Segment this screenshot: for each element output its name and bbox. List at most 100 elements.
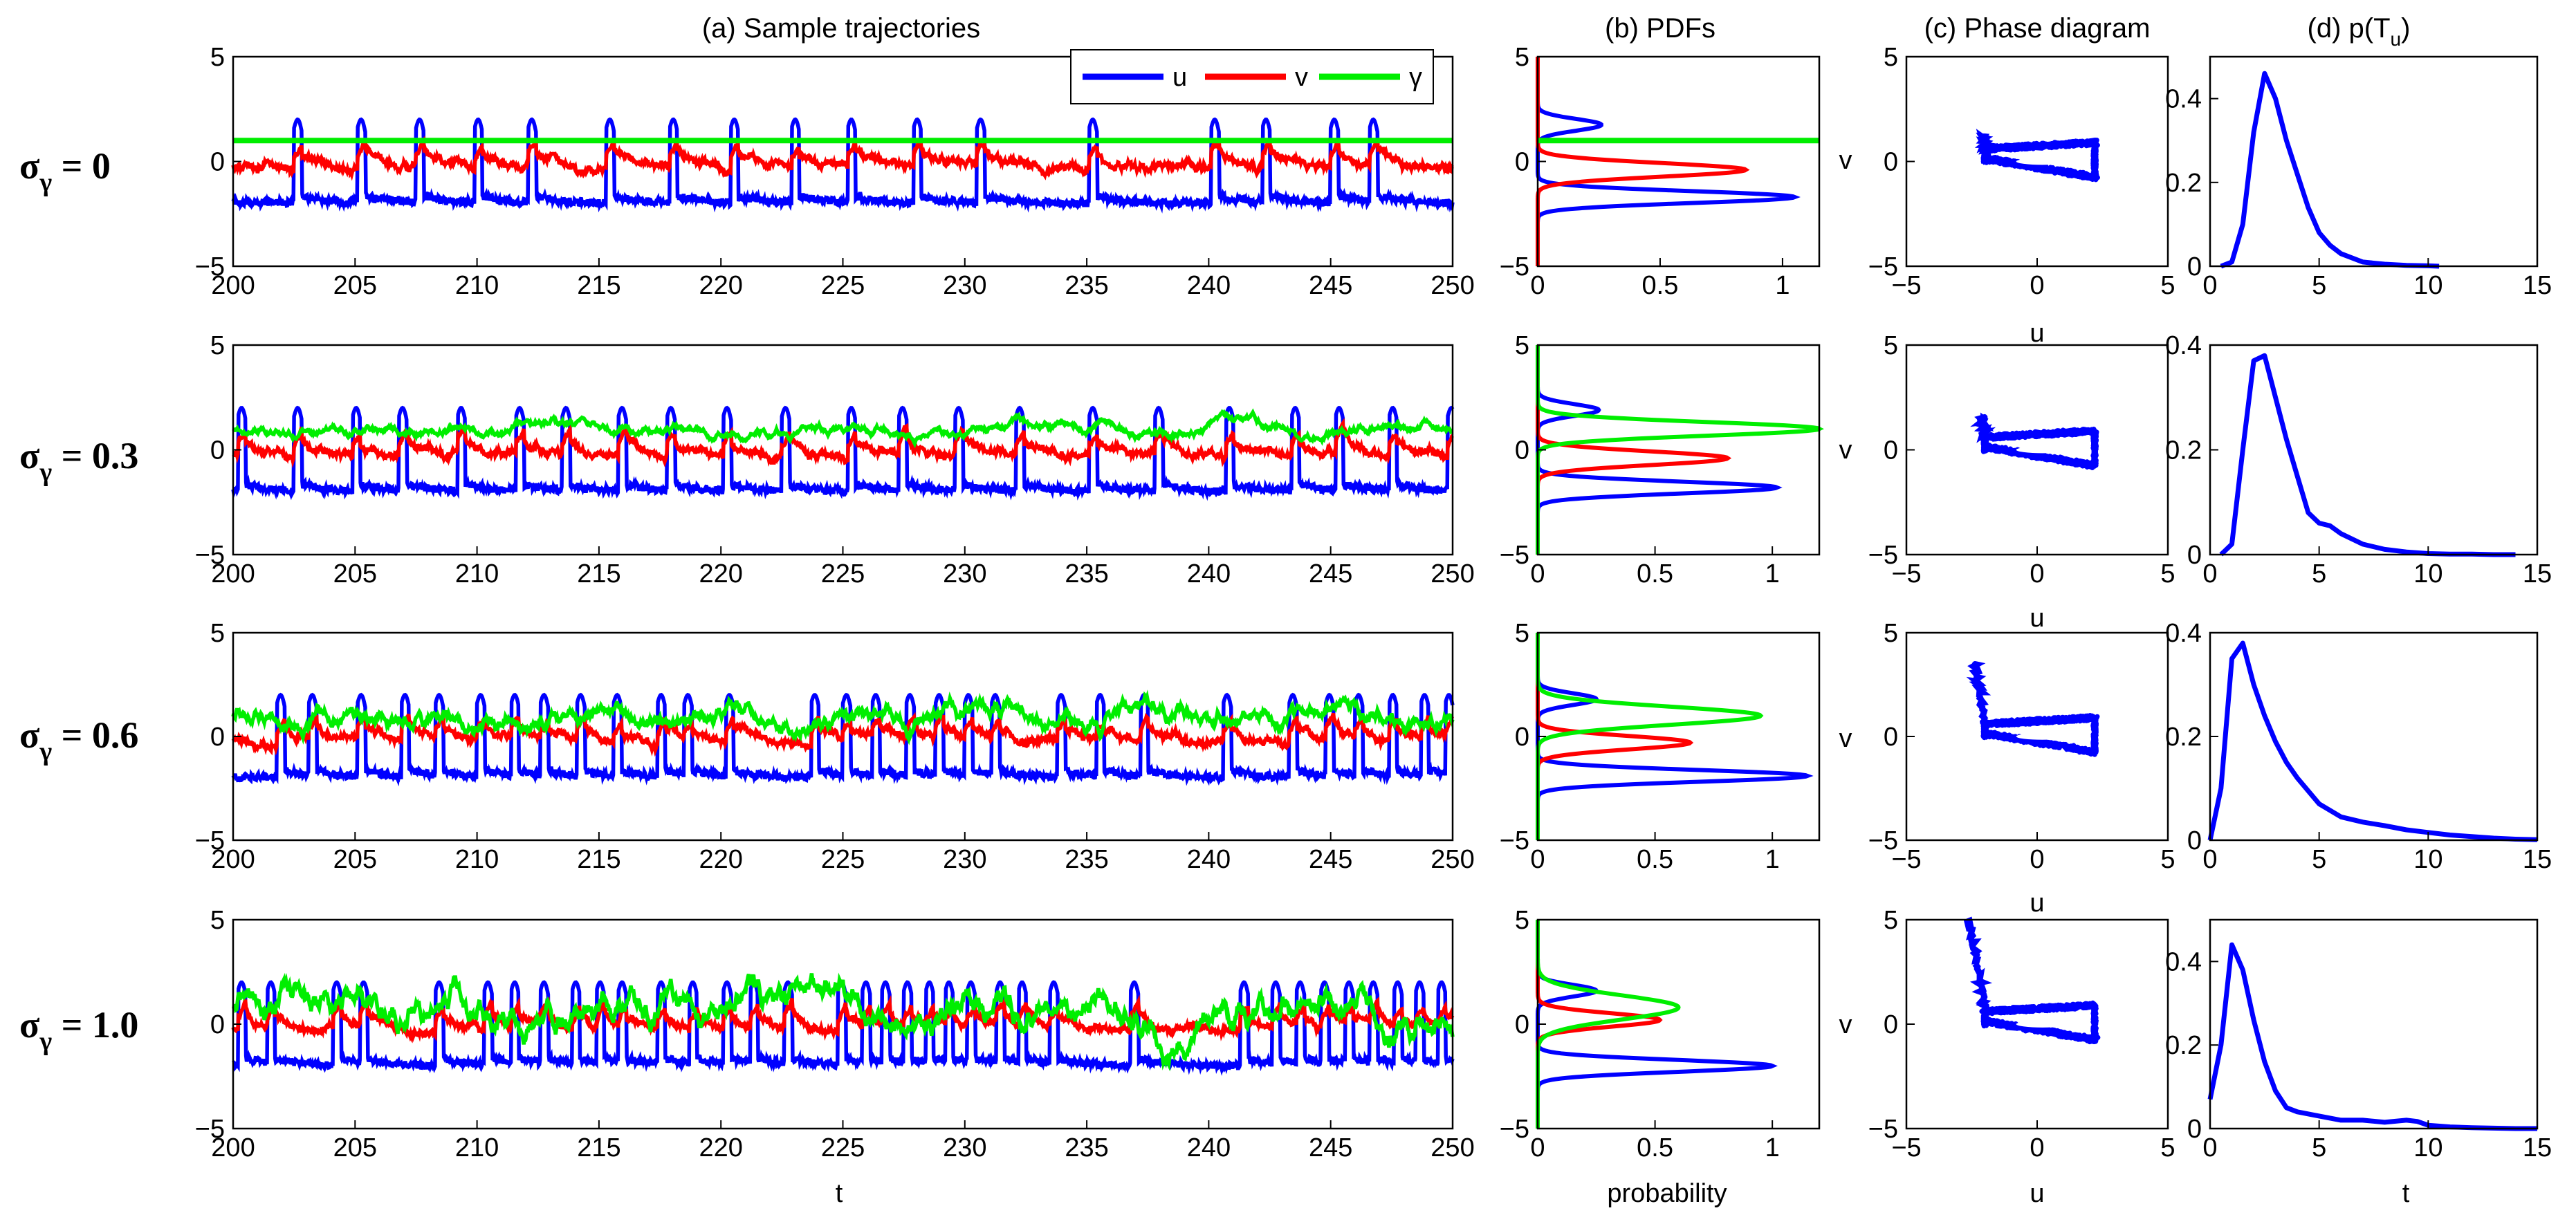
title-col-d-sub: u bbox=[2391, 28, 2402, 50]
legend: u v γ bbox=[1070, 49, 1434, 104]
phase-ytick-2-1: 0 bbox=[1884, 723, 1898, 752]
phase-panel-3: −5 0 5 −5 0 5 bbox=[1868, 906, 2175, 1162]
traj-xtick-3-0: 200 bbox=[211, 1133, 255, 1162]
phase-panel-0: −5 0 5 −5 0 5 bbox=[1868, 43, 2175, 300]
dist-xtick-2-0: 0 bbox=[2202, 845, 2217, 874]
dist-frame-0 bbox=[2209, 55, 2539, 268]
phase-xtick-0-2: 5 bbox=[2160, 271, 2175, 300]
traj-ytick-0-2: 5 bbox=[210, 43, 225, 72]
traj-xtick-3-4: 220 bbox=[699, 1133, 742, 1162]
pdf-ytick-2-1: 0 bbox=[1515, 723, 1529, 752]
dist-panel-2: 0 5 10 15 0 0.2 0.4 bbox=[2165, 619, 2552, 874]
dist-ytick-2-0: 0 bbox=[2187, 826, 2202, 855]
traj-xtick-0-6: 230 bbox=[943, 271, 986, 300]
pdf-frame-0 bbox=[1536, 55, 1821, 268]
phase-xtick-2-2: 5 bbox=[2160, 845, 2175, 874]
traj-xtick-0-0: 200 bbox=[211, 271, 255, 300]
pdf-series-u-3 bbox=[1536, 920, 1778, 1129]
pdf-xtick-1-0: 0 bbox=[1530, 559, 1545, 588]
pdf-ytick-3-2: 5 bbox=[1515, 906, 1529, 935]
traj-series-u-2 bbox=[231, 692, 1455, 787]
phase-ytick-0-0: −5 bbox=[1868, 252, 1898, 281]
traj-series-gamma-1 bbox=[232, 408, 1454, 449]
traj-xtick-3-7: 235 bbox=[1065, 1133, 1108, 1162]
row-label-3: σγ = 1.0 bbox=[19, 1004, 138, 1056]
row-labels: σγ = 0 σγ = 0.3 σγ = 0.6 σγ = 1.0 bbox=[19, 145, 138, 1056]
dist-xtick-2-1: 5 bbox=[2312, 845, 2326, 874]
phase-xtick-3-1: 0 bbox=[2030, 1133, 2044, 1162]
dist-ytick-1-1: 0.2 bbox=[2165, 436, 2202, 465]
phase-ylabel-2: v bbox=[1839, 724, 1852, 753]
row-label-2-value: = 0.6 bbox=[52, 714, 138, 756]
phase-loop-1-5 bbox=[1980, 427, 2099, 470]
traj-ytick-0-1: 0 bbox=[210, 148, 225, 177]
traj-xtick-1-1: 205 bbox=[333, 559, 377, 588]
dist-ytick-0-0: 0 bbox=[2187, 252, 2202, 281]
traj-xtick-3-10: 250 bbox=[1430, 1133, 1474, 1162]
traj-panel-0: 200 205 210 215 220 225 230 235 240 245 250 −5 0 5 bbox=[195, 43, 1475, 300]
dist-ytick-1-2: 0.4 bbox=[2165, 331, 2202, 360]
traj-panel-2: 200 205 210 215 220 225 230 235 240 245 250 −5 0 5 bbox=[195, 619, 1475, 874]
traj-series-v-1 bbox=[232, 418, 1454, 468]
traj-xtick-1-7: 235 bbox=[1065, 559, 1108, 588]
pdf-ytick-0-2: 5 bbox=[1515, 43, 1529, 72]
dist-frame-3 bbox=[2209, 918, 2539, 1130]
traj-xtick-3-2: 210 bbox=[455, 1133, 499, 1162]
traj-ytick-3-1: 0 bbox=[210, 1010, 225, 1039]
phase-ylabel-0: v bbox=[1839, 146, 1852, 175]
phase-ytick-0-1: 0 bbox=[1884, 148, 1898, 177]
legend-label-gamma: γ bbox=[1409, 63, 1422, 92]
traj-xtick-2-6: 230 bbox=[943, 845, 986, 874]
dist-ytick-0-1: 0.2 bbox=[2165, 169, 2202, 198]
traj-ytick-2-1: 0 bbox=[210, 723, 225, 752]
traj-ytick-2-2: 5 bbox=[210, 619, 225, 648]
row-label-0-sub: γ bbox=[39, 168, 52, 197]
traj-xtick-0-3: 215 bbox=[577, 271, 620, 300]
row-label-2-sigma: σ bbox=[19, 714, 40, 756]
pdf-series-u-2 bbox=[1536, 633, 1814, 840]
traj-xtick-1-6: 230 bbox=[943, 559, 986, 588]
pdf-panel-2: 0 0.5 1−505 bbox=[1500, 619, 1821, 874]
dist-series-0 bbox=[2220, 71, 2440, 269]
dist-series-2 bbox=[2207, 640, 2538, 842]
phase-xlabel-0: u bbox=[2030, 319, 2044, 348]
phase-loop-0-5 bbox=[1980, 138, 2099, 182]
traj-xtick-1-2: 210 bbox=[455, 559, 499, 588]
traj-xtick-1-0: 200 bbox=[211, 559, 255, 588]
dist-series-1 bbox=[2219, 353, 2516, 557]
traj-xtick-3-9: 245 bbox=[1309, 1133, 1352, 1162]
traj-series-u-0 bbox=[231, 117, 1455, 214]
dist-ytick-3-1: 0.2 bbox=[2165, 1031, 2202, 1060]
phase-ytick-1-0: −5 bbox=[1868, 541, 1898, 570]
pdf-series-v-1 bbox=[1536, 345, 1732, 555]
pdf-panel-1: 0 0.5 1−505 bbox=[1500, 331, 1824, 588]
phase-ytick-3-2: 5 bbox=[1884, 906, 1898, 935]
phase-ytick-0-2: 5 bbox=[1884, 43, 1898, 72]
row-label-1-value: = 0.3 bbox=[52, 435, 138, 476]
traj-xtick-2-2: 210 bbox=[455, 845, 499, 874]
traj-series-v-0 bbox=[231, 136, 1454, 181]
dist-xtick-0-1: 5 bbox=[2312, 271, 2326, 300]
dist-xtick-3-0: 0 bbox=[2202, 1133, 2217, 1162]
traj-series-u-1 bbox=[231, 405, 1455, 501]
dist-xtick-1-2: 10 bbox=[2413, 559, 2442, 588]
row-label-2: σγ = 0.6 bbox=[19, 714, 138, 766]
phase-hole-1 bbox=[2016, 446, 2069, 454]
phase-xtick-1-0: −5 bbox=[1891, 559, 1921, 588]
phase-xtick-0-1: 0 bbox=[2030, 271, 2044, 300]
dist-ytick-3-0: 0 bbox=[2187, 1115, 2202, 1144]
traj-xtick-0-7: 235 bbox=[1065, 271, 1108, 300]
traj-xtick-2-3: 215 bbox=[577, 845, 620, 874]
traj-xtick-0-2: 210 bbox=[455, 271, 499, 300]
pdf-xtick-1-1: 0.5 bbox=[1637, 559, 1673, 588]
pdf-xtick-3-2: 1 bbox=[1765, 1133, 1780, 1162]
dist-frame-1 bbox=[2209, 344, 2539, 556]
pdf-series-v-0 bbox=[1536, 57, 1750, 266]
phase-ylabel-1: v bbox=[1839, 436, 1852, 465]
dist-xtick-0-3: 15 bbox=[2523, 271, 2552, 300]
pdf-ytick-3-0: −5 bbox=[1500, 1115, 1529, 1144]
dist-xtick-0-0: 0 bbox=[2202, 271, 2217, 300]
row-label-3-sigma: σ bbox=[19, 1004, 40, 1046]
pdf-xtick-0-2: 1 bbox=[1775, 271, 1790, 300]
